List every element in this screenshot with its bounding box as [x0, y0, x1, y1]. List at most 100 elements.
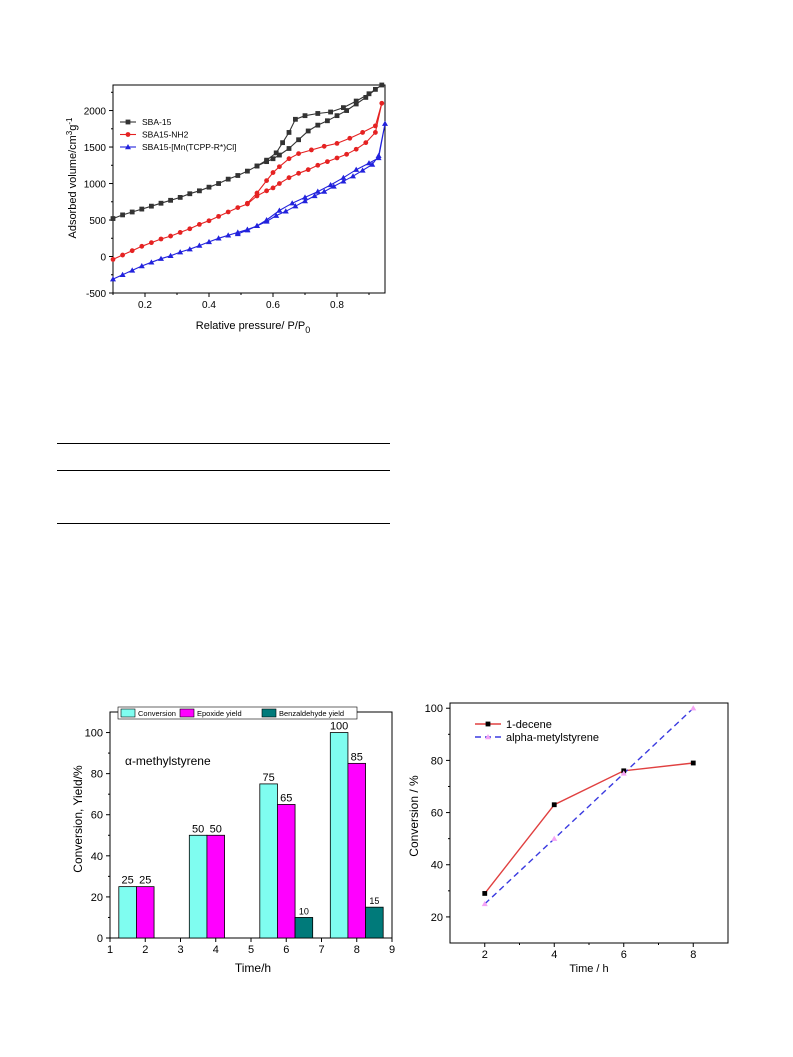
isotherm-data-point [276, 207, 283, 213]
conversion-x-tick-label: 8 [690, 949, 696, 961]
bar-1-1 [206, 834, 225, 939]
conversion-data-point [481, 900, 488, 907]
isotherm-data-point [177, 249, 184, 255]
isotherm-data-point [328, 109, 333, 115]
bar-data-label: 25 [122, 875, 134, 887]
bar-data-label: 50 [192, 823, 204, 835]
isotherm-x-tick-label: 0.2 [138, 300, 152, 311]
isotherm-data-point [305, 128, 311, 134]
bar-y-tick-label: 0 [97, 933, 103, 945]
isotherm-data-point [360, 130, 365, 135]
isotherm-data-point [286, 146, 292, 151]
conversion-legend-marker [485, 734, 491, 740]
isotherm-data-point [245, 168, 250, 174]
isotherm-data-point [168, 197, 173, 203]
bar-data-label: 100 [330, 721, 348, 733]
isotherm-data-point [359, 167, 366, 173]
isotherm-data-point [340, 178, 347, 184]
isotherm-y-tick-label: 1500 [84, 143, 107, 154]
isotherm-data-point [379, 100, 385, 106]
isotherm-data-point [353, 146, 359, 152]
bar-0-0 [118, 886, 137, 939]
isotherm-y-axis-label: Adsorbed volume/cm3g-1 [65, 117, 79, 239]
isotherm-data-point [264, 178, 269, 184]
isotherm-data-point [341, 105, 346, 111]
isotherm-data-point [139, 206, 145, 212]
bar-y-tick-label: 20 [91, 892, 103, 904]
isotherm-data-point [234, 230, 241, 237]
isotherm-legend-label: SBA15-[Mn(TCPP-R*)Cl] [142, 142, 236, 152]
isotherm-data-point [334, 155, 340, 161]
isotherm-legend-marker [125, 144, 131, 150]
isotherm-y-tick-label: 0 [100, 253, 106, 264]
bar-data-label: 85 [351, 751, 363, 763]
conversion-x-tick-label: 2 [482, 949, 488, 961]
isotherm-data-point [353, 98, 359, 104]
isotherm-data-point [273, 150, 279, 156]
isotherm-data-point [373, 86, 378, 92]
isotherm-data-point [302, 113, 308, 119]
bar-x-tick-label: 9 [389, 944, 395, 956]
isotherm-y-tick-label: -500 [86, 289, 106, 300]
isotherm-data-point [263, 217, 270, 223]
bar-x-tick-label: 3 [177, 944, 183, 956]
isotherm-data-point [158, 236, 164, 242]
isotherm-data-point [270, 170, 276, 175]
isotherm-y-tick-label: 2000 [84, 107, 107, 118]
isotherm-data-point [235, 205, 241, 211]
bar-axes: 1 2 3 4 5 6 7 8 9 0 20 40 60 80 100 [85, 711, 395, 956]
conversion-data-point [482, 891, 488, 896]
bar-legend-swatch [179, 708, 195, 718]
isotherm-legend: SBA-15 SBA15-NH2 SBA15-[Mn(TCPP-R*)Cl] [120, 117, 236, 152]
bar-0-1 [188, 834, 208, 939]
isotherm-data-point [129, 209, 135, 215]
isotherm-data-point [186, 246, 193, 252]
isotherm-data-point [264, 188, 269, 194]
conversion-legend-marker [485, 721, 491, 727]
isotherm-data-point [225, 209, 231, 215]
bar-2-3 [365, 906, 384, 939]
bar-marks: 25 50 75 100 25 50 65 85 10 15 [118, 721, 384, 939]
conversion-y-tick-label: 80 [431, 755, 443, 767]
isotherm-data-point [344, 151, 349, 157]
isotherm-data-point [206, 218, 212, 224]
isotherm-data-point [273, 212, 280, 218]
isotherm-data-point [327, 181, 334, 188]
isotherm-data-point [187, 191, 193, 197]
isotherm-data-point [344, 108, 349, 113]
bar-data-label: 10 [299, 906, 309, 916]
isotherm-x-tick-label: 0.4 [202, 300, 216, 311]
isotherm-data-point [270, 185, 276, 191]
conversion-data-point [551, 835, 558, 841]
conversion-series [481, 705, 697, 907]
isotherm-data-point [280, 140, 285, 146]
isotherm-data-point [129, 267, 136, 273]
isotherm-data-point [366, 91, 372, 97]
conversion-x-axis-label: Time / h [569, 963, 608, 975]
isotherm-data-point [235, 173, 241, 178]
isotherm-x-tick-label: 0.8 [330, 300, 344, 311]
isotherm-data-point [254, 190, 260, 196]
isotherm-data-point [363, 140, 369, 146]
isotherm-axes: 0.2 0.4 0.6 0.8 -500 0 500 1000 1500 2000 [84, 84, 386, 311]
isotherm-data-point [110, 216, 116, 221]
conversion-y-tick-label: 40 [431, 860, 443, 872]
conversion-y-axis-label: Conversion / % [407, 775, 421, 857]
conversion-x-tick-label: 4 [551, 949, 557, 961]
isotherm-data-point [158, 200, 164, 206]
bar-legend-box [117, 706, 358, 720]
isotherm-data-point [311, 192, 318, 199]
isotherm-data-point [270, 156, 276, 162]
bar-y-axis-label: Conversion, Yield/% [71, 765, 85, 873]
isotherm-data-point [325, 159, 330, 165]
isotherm-data-point [225, 176, 231, 182]
isotherm-data-point [177, 230, 183, 235]
conversion-legend-label: alpha-metylstyrene [506, 732, 599, 744]
conversion-data-point [551, 802, 557, 808]
isotherm-data-point [110, 257, 116, 262]
isotherm-data-point [347, 135, 353, 141]
isotherm-data-point [314, 188, 321, 194]
